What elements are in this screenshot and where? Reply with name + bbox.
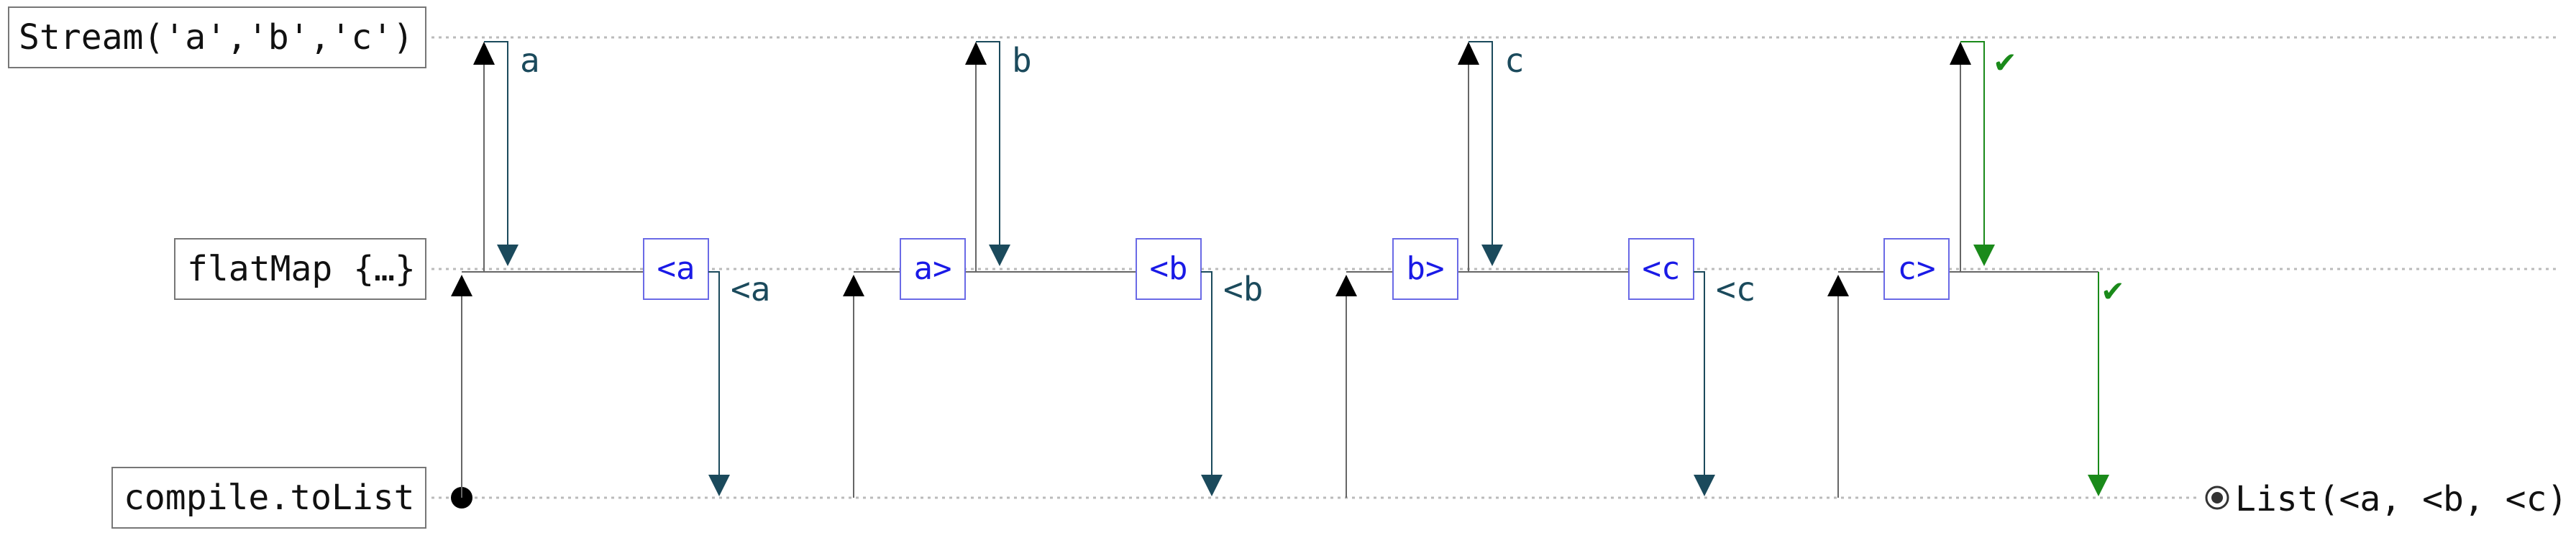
sink-lane-text: compile.toList — [124, 478, 415, 518]
inner-box-3: <b — [1136, 238, 1202, 300]
inner-box-6: c> — [1883, 238, 1950, 300]
source-emit-arrow-2: b — [976, 41, 1032, 266]
inner-box-label-6: c> — [1898, 250, 1936, 287]
flatmap-emit-arrow-1: <a — [708, 270, 770, 496]
flatmap-request-arrow-1 — [473, 42, 495, 272]
source-emit-label-3: c — [1504, 41, 1525, 80]
source-emit-arrow-1: a — [484, 41, 540, 266]
inner-box-1: <a — [643, 238, 709, 300]
source-emit-arrow-3: c — [1469, 41, 1525, 266]
inner-box-label-3: <b — [1150, 250, 1188, 287]
sink-request-arrow-2 — [843, 275, 864, 498]
source-complete-arrow: ✔ — [1960, 41, 2015, 266]
sink-lane-label: compile.toList — [111, 467, 426, 529]
source-lane-label: Stream('a','b','c') — [8, 6, 426, 68]
inner-box-label-1: <a — [657, 250, 695, 287]
flatmap-emit-label-1: <a — [731, 270, 770, 309]
flatmap-request-arrow-4 — [1950, 42, 1971, 272]
source-emit-label-1: a — [520, 41, 540, 80]
flatmap-lane-label: flatMap {…} — [174, 238, 426, 300]
flatmap-emit-label-3: <c — [1716, 270, 1755, 309]
flatmap-request-arrow-2 — [965, 42, 987, 272]
source-complete-label: ✔ — [1995, 41, 2015, 80]
source-lane-text: Stream('a','b','c') — [19, 17, 414, 58]
flatmap-lane-text: flatMap {…} — [187, 249, 416, 289]
flatmap-emit-label-2: <b — [1223, 270, 1263, 309]
inner-box-label-5: <c — [1643, 250, 1681, 287]
inner-box-label-4: b> — [1407, 250, 1445, 287]
flatmap-request-arrow-3 — [1458, 42, 1479, 272]
inner-box-2: a> — [900, 238, 966, 300]
result-icon — [2205, 485, 2229, 510]
flatmap-complete-label: ✔ — [2103, 270, 2123, 309]
sink-request-arrow-1 — [451, 275, 472, 498]
sink-request-arrow-4 — [1827, 275, 1849, 498]
result-label: List(<a, <b, <c) — [2235, 479, 2567, 519]
sink-request-arrow-3 — [1335, 275, 1357, 498]
flatmap-emit-arrow-3: <c — [1694, 270, 1755, 496]
inner-box-label-2: a> — [914, 250, 952, 287]
flatmap-complete-arrow: ✔ — [2088, 270, 2123, 496]
flatmap-emit-arrow-2: <b — [1201, 270, 1263, 496]
source-emit-label-2: b — [1012, 41, 1032, 80]
inner-box-5: <c — [1628, 238, 1694, 300]
inner-box-4: b> — [1392, 238, 1458, 300]
